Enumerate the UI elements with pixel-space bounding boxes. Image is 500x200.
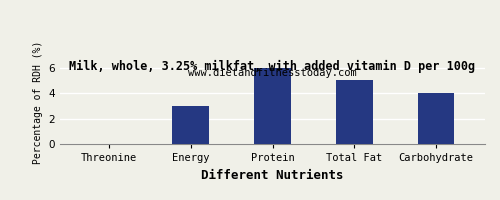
X-axis label: Different Nutrients: Different Nutrients [201,169,344,182]
Bar [418,93,455,144]
Text: www.dietandfitnesstoday.com: www.dietandfitnesstoday.com [188,68,357,78]
Bar [172,106,209,144]
Bar [254,68,291,144]
Bar [336,80,372,144]
Text: Milk, whole, 3.25% milkfat, with added vitamin D per 100g: Milk, whole, 3.25% milkfat, with added v… [70,60,476,73]
Y-axis label: Percentage of RDH (%): Percentage of RDH (%) [33,40,43,164]
